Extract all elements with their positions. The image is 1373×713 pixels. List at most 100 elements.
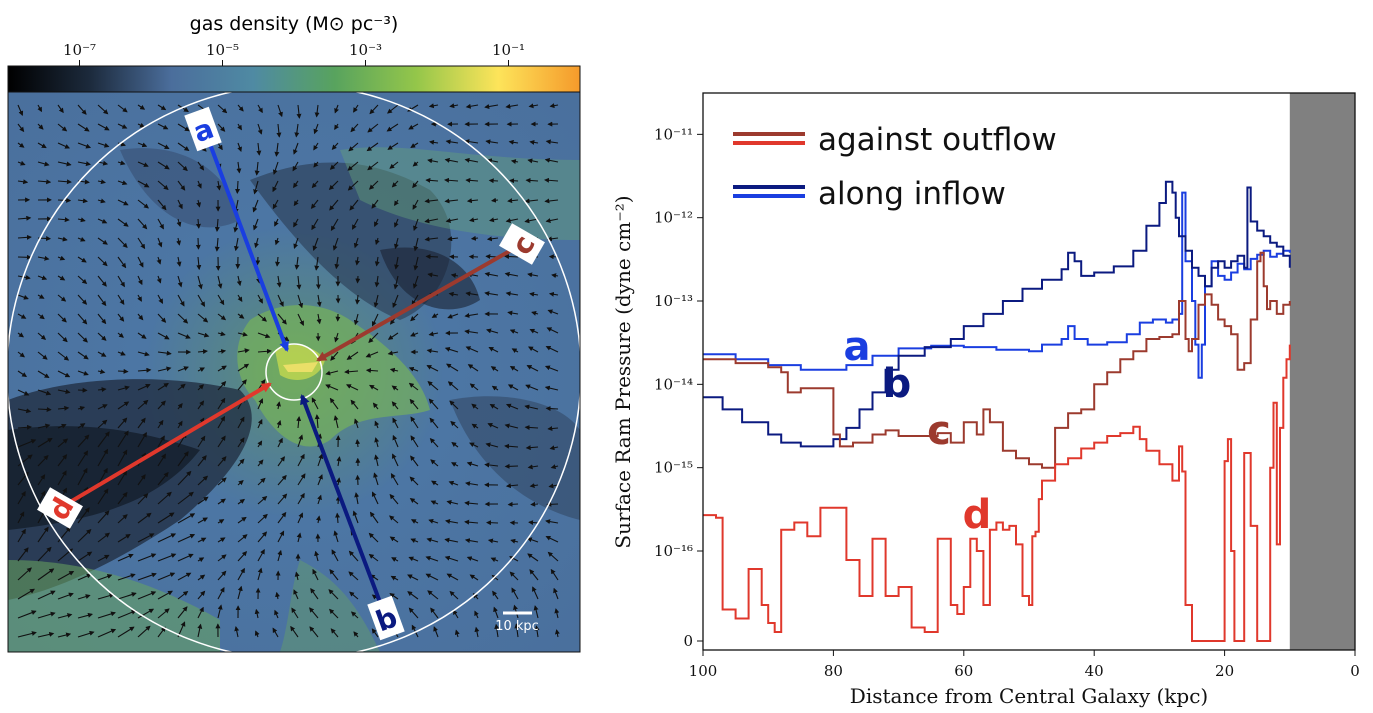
velocity-vector <box>157 491 172 505</box>
velocity-vector <box>309 626 319 638</box>
velocity-vector <box>234 626 240 638</box>
velocity-vector <box>237 458 245 467</box>
velocity-vector <box>294 571 300 581</box>
velocity-vector <box>525 384 539 391</box>
velocity-vector <box>468 254 479 260</box>
velocity-vector <box>237 348 250 354</box>
velocity-vector <box>293 142 299 155</box>
velocity-vector <box>426 365 439 372</box>
velocity-vector <box>97 198 106 204</box>
velocity-vector <box>367 123 379 133</box>
velocity-vector <box>177 420 183 429</box>
velocity-vector <box>277 474 287 486</box>
velocity-vector <box>430 500 439 506</box>
velocity-vector <box>97 237 108 245</box>
velocity-vector <box>235 180 241 194</box>
velocity-vector <box>216 180 222 191</box>
velocity-vectors <box>17 103 560 638</box>
velocity-vector <box>157 553 177 562</box>
velocity-vector <box>157 533 177 543</box>
velocity-vector <box>156 256 162 265</box>
velocity-vector <box>257 459 264 467</box>
velocity-vector <box>97 313 107 325</box>
velocity-vector <box>348 571 359 581</box>
velocity-vector <box>294 256 300 270</box>
velocity-vector <box>137 218 148 230</box>
velocity-vector <box>290 625 299 638</box>
velocity-vector <box>292 161 299 172</box>
velocity-vector <box>488 178 499 184</box>
velocity-vector <box>465 291 479 297</box>
velocity-vector <box>137 313 144 321</box>
velocity-vector <box>310 587 319 600</box>
velocity-vector <box>311 397 319 410</box>
velocity-vector <box>137 332 147 339</box>
velocity-vector <box>296 275 302 290</box>
velocity-vector <box>77 551 93 562</box>
velocity-vector <box>277 456 285 467</box>
velocity-vector <box>157 104 167 111</box>
velocity-vector <box>345 384 359 391</box>
velocity-vector <box>425 254 439 260</box>
velocity-vector <box>368 553 379 562</box>
velocity-vector <box>410 332 419 337</box>
velocity-vector <box>217 365 227 372</box>
velocity-vector <box>257 549 265 562</box>
velocity-vector <box>329 608 339 619</box>
velocity-vector <box>37 351 48 360</box>
x-tick-label-60: 60 <box>954 662 973 680</box>
velocity-vector <box>387 350 399 356</box>
velocity-vector <box>17 215 32 221</box>
velocity-vector <box>424 236 439 242</box>
legend-label-against-outflow: against outflow <box>818 122 1057 158</box>
series-label-b: b <box>883 361 912 407</box>
velocity-vector <box>355 439 361 448</box>
velocity-vector <box>117 180 128 186</box>
velocity-vector <box>117 626 135 638</box>
velocity-vector <box>197 367 205 372</box>
velocity-vector <box>17 351 25 358</box>
velocity-vector <box>274 237 280 246</box>
velocity-vector <box>277 549 283 562</box>
velocity-vector <box>508 139 519 145</box>
velocity-vector <box>57 613 73 619</box>
velocity-vector <box>387 104 399 114</box>
velocity-vector <box>37 275 48 281</box>
velocity-vector <box>157 382 169 391</box>
velocity-vector <box>350 399 359 410</box>
velocity-vector <box>333 530 339 543</box>
velocity-vector <box>197 384 205 391</box>
velocity-vector <box>17 313 27 319</box>
velocity-vector <box>425 177 439 183</box>
velocity-vector <box>549 445 559 451</box>
velocity-vector <box>137 367 152 373</box>
velocity-vector <box>117 417 128 429</box>
velocity-vector <box>464 329 479 335</box>
velocity-vector <box>407 574 419 581</box>
velocity-vector <box>37 590 56 600</box>
velocity-vector <box>176 256 182 267</box>
velocity-vector <box>97 123 110 131</box>
velocity-vector <box>389 493 399 505</box>
velocity-vector <box>177 533 196 543</box>
velocity-vector <box>494 623 500 638</box>
velocity-vector <box>329 397 339 410</box>
velocity-vector <box>137 399 149 410</box>
velocity-vector <box>117 401 130 410</box>
velocity-vector <box>157 590 173 600</box>
velocity-vector <box>412 161 419 167</box>
velocity-vector <box>325 370 339 376</box>
velocity-vector <box>412 180 419 189</box>
velocity-vector <box>510 159 519 165</box>
velocity-vector <box>392 294 399 309</box>
velocity-vector <box>467 364 479 372</box>
velocity-vector <box>408 123 419 130</box>
velocity-vector <box>412 275 419 289</box>
velocity-vector <box>137 474 146 486</box>
velocity-vector <box>312 568 319 581</box>
velocity-vector <box>97 351 107 357</box>
y-tick-label-1: 10⁻¹⁶ <box>654 542 693 560</box>
velocity-vector <box>410 313 419 322</box>
velocity-vector <box>17 104 24 117</box>
velocity-vector <box>313 123 319 135</box>
